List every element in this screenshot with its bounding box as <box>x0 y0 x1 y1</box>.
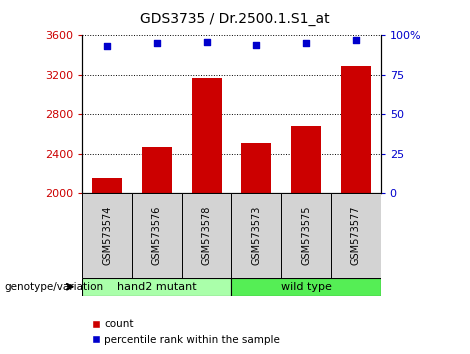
Text: genotype/variation: genotype/variation <box>5 282 104 292</box>
Bar <box>92 178 122 193</box>
Bar <box>281 193 331 278</box>
Text: GSM573578: GSM573578 <box>202 206 212 265</box>
Bar <box>82 278 232 296</box>
Bar <box>232 193 281 278</box>
Bar <box>82 193 132 278</box>
Point <box>203 39 211 45</box>
Text: GSM573574: GSM573574 <box>102 206 112 265</box>
Point <box>103 44 111 49</box>
Bar <box>182 193 232 278</box>
Bar <box>291 126 321 193</box>
Text: GSM573576: GSM573576 <box>152 206 162 265</box>
Text: GSM573577: GSM573577 <box>351 206 361 265</box>
Point <box>153 40 161 46</box>
Bar <box>142 147 172 193</box>
Text: GDS3735 / Dr.2500.1.S1_at: GDS3735 / Dr.2500.1.S1_at <box>140 12 330 27</box>
Bar <box>242 143 271 193</box>
Point <box>352 37 360 43</box>
Legend: count, percentile rank within the sample: count, percentile rank within the sample <box>87 315 284 349</box>
Point <box>302 40 310 46</box>
Text: wild type: wild type <box>281 282 331 292</box>
Bar <box>132 193 182 278</box>
Text: hand2 mutant: hand2 mutant <box>117 282 196 292</box>
Bar <box>331 193 381 278</box>
Text: GSM573575: GSM573575 <box>301 206 311 265</box>
Bar <box>192 78 221 193</box>
Bar <box>341 66 371 193</box>
Text: GSM573573: GSM573573 <box>251 206 261 265</box>
Bar <box>232 278 381 296</box>
Point <box>252 42 260 48</box>
